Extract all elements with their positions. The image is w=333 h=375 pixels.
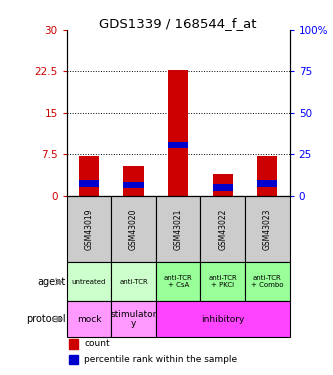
- Text: inhibitory: inhibitory: [201, 315, 244, 324]
- FancyBboxPatch shape: [200, 196, 245, 262]
- FancyBboxPatch shape: [200, 262, 245, 301]
- Text: anti-TCR
+ CsA: anti-TCR + CsA: [164, 276, 192, 288]
- FancyBboxPatch shape: [67, 262, 111, 301]
- FancyBboxPatch shape: [67, 301, 111, 337]
- Bar: [168, 142, 188, 148]
- Text: anti-TCR: anti-TCR: [119, 279, 148, 285]
- Text: percentile rank within the sample: percentile rank within the sample: [85, 355, 237, 364]
- Bar: [79, 180, 99, 187]
- Bar: [168, 70, 188, 196]
- Bar: [69, 355, 78, 364]
- Bar: [213, 174, 233, 196]
- Bar: [257, 156, 277, 196]
- FancyBboxPatch shape: [111, 262, 156, 301]
- Text: anti-TCR
+ PKCi: anti-TCR + PKCi: [208, 276, 237, 288]
- FancyBboxPatch shape: [156, 262, 200, 301]
- Bar: [257, 180, 277, 187]
- Bar: [79, 156, 99, 196]
- FancyBboxPatch shape: [245, 262, 290, 301]
- Text: GSM43023: GSM43023: [263, 209, 272, 250]
- Text: protocol: protocol: [26, 314, 66, 324]
- Text: GSM43019: GSM43019: [84, 209, 94, 250]
- Text: untreated: untreated: [72, 279, 106, 285]
- Text: GDS1339 / 168544_f_at: GDS1339 / 168544_f_at: [100, 17, 257, 30]
- FancyBboxPatch shape: [67, 196, 111, 262]
- FancyBboxPatch shape: [111, 196, 156, 262]
- Bar: [213, 184, 233, 191]
- Text: agent: agent: [37, 277, 66, 287]
- FancyBboxPatch shape: [156, 301, 290, 337]
- Text: GSM43021: GSM43021: [173, 209, 183, 250]
- Bar: [69, 339, 78, 349]
- Text: mock: mock: [77, 315, 101, 324]
- FancyBboxPatch shape: [245, 196, 290, 262]
- Text: anti-TCR
+ Combo: anti-TCR + Combo: [251, 276, 284, 288]
- Text: GSM43022: GSM43022: [218, 209, 227, 250]
- Text: count: count: [85, 339, 110, 348]
- FancyBboxPatch shape: [111, 301, 156, 337]
- Text: GSM43020: GSM43020: [129, 209, 138, 250]
- Text: stimulator
y: stimulator y: [110, 310, 157, 328]
- Bar: [124, 182, 144, 188]
- FancyBboxPatch shape: [156, 196, 200, 262]
- Bar: [124, 165, 144, 196]
